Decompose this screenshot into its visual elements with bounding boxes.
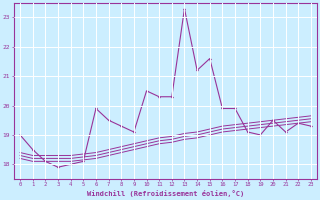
X-axis label: Windchill (Refroidissement éolien,°C): Windchill (Refroidissement éolien,°C) bbox=[87, 190, 244, 197]
